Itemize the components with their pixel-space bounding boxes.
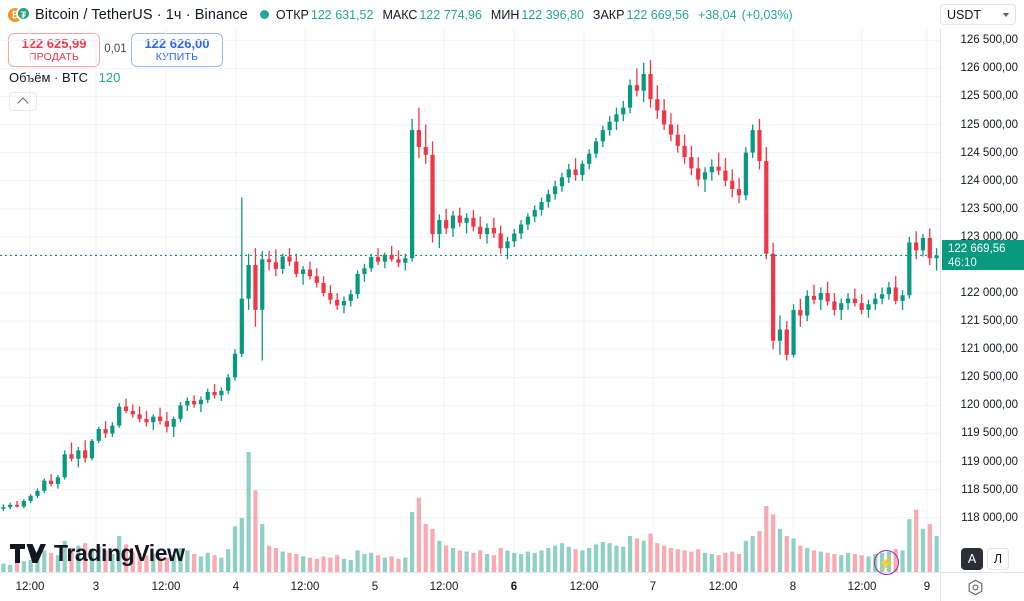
sell-button[interactable]: 122 625,99 ПРОДАТЬ xyxy=(8,33,100,67)
price-tick-label: 126 500,00 xyxy=(960,34,1018,47)
time-tick-label: 6 xyxy=(510,581,518,593)
sell-label: ПРОДАТЬ xyxy=(28,51,80,63)
price-tick-label: 120 000,00 xyxy=(960,399,1018,412)
price-axis[interactable]: 126 500,00 126 000,00 125 500,00 125 000,00… xyxy=(940,29,1024,572)
time-tick-label: 12:00 xyxy=(429,581,459,593)
time-axis[interactable]: 12:00 3 12:00 4 12:00 5 12:00 6 12:00 7 12:00 8 12:0… xyxy=(0,572,1024,601)
time-tick-label: 12:00 xyxy=(151,581,181,593)
tradingview-wordmark: TradingView xyxy=(54,540,185,566)
ohlc-low-value: 122 396,80 xyxy=(521,7,584,22)
tradingview-watermark: TradingView xyxy=(9,540,185,567)
ohlc-high-label: МАКС xyxy=(382,7,418,22)
log-scale-button[interactable]: Л xyxy=(987,548,1009,570)
price-tick-label: 126 000,00 xyxy=(960,62,1018,75)
lightning-bolt-icon[interactable]: ⚡ xyxy=(874,550,899,575)
symbol-pair-icon: ₿ ₮ xyxy=(8,5,31,24)
time-tick-label: 3 xyxy=(92,581,100,593)
current-price-value: 122 669,56 xyxy=(948,243,1006,256)
ohlc-close-label: ЗАКР xyxy=(592,7,625,22)
time-tick-label: 12:00 xyxy=(708,581,738,593)
price-tick-label: 120 500,00 xyxy=(960,371,1018,384)
quote-currency-select[interactable]: USDT xyxy=(940,4,1016,25)
time-tick-label: 7 xyxy=(649,581,657,593)
time-tick-label: 5 xyxy=(371,581,379,593)
price-tick-label: 121 500,00 xyxy=(960,315,1018,328)
price-tick-label: 125 000,00 xyxy=(960,118,1018,131)
quote-currency-label: USDT xyxy=(947,7,982,22)
auto-scale-button[interactable]: A xyxy=(961,548,983,570)
price-tick-label: 119 500,00 xyxy=(961,427,1018,440)
tradingview-logo-icon xyxy=(10,543,46,563)
chart-plot-area[interactable] xyxy=(0,29,940,572)
candlestick-svg xyxy=(0,29,940,572)
price-tick-label: 123 500,00 xyxy=(960,202,1018,215)
ohlc-open-value: 122 631,52 xyxy=(310,7,374,22)
time-tick-label: 4 xyxy=(232,581,240,593)
trade-panel: 122 625,99 ПРОДАТЬ 0,01 122 626,00 КУПИТ… xyxy=(8,33,223,67)
price-change: +38,04 xyxy=(698,7,737,22)
current-price-badge[interactable]: 122 669,56 46:10 xyxy=(942,240,1024,271)
chart-header: ₿ ₮ Bitcoin / TetherUS · 1ч · Binance ОТ… xyxy=(0,0,1024,29)
tether-icon: ₮ xyxy=(16,5,31,21)
time-tick-label: 8 xyxy=(789,581,797,593)
price-tick-label: 123 000,00 xyxy=(960,230,1018,243)
candle-countdown: 46:10 xyxy=(948,257,977,270)
time-tick-label: 12:00 xyxy=(847,581,877,593)
market-status-dot xyxy=(259,10,269,19)
price-tick-label: 118 000,00 xyxy=(961,511,1018,524)
time-tick-label: 12:00 xyxy=(569,581,599,593)
ohlc-open-label: ОТКР xyxy=(275,7,309,22)
price-tick-label: 124 000,00 xyxy=(960,174,1018,187)
crosshair-target-icon[interactable] xyxy=(967,579,984,596)
volume-indicator-value: 120 xyxy=(98,70,121,85)
ohlc-low-label: МИН xyxy=(490,7,520,22)
time-tick-label: 12:00 xyxy=(15,581,45,593)
price-tick-label: 118 500,00 xyxy=(961,483,1018,496)
price-tick-label: 125 500,00 xyxy=(960,90,1018,103)
price-tick-label: 121 000,00 xyxy=(960,343,1018,356)
price-tick-label: 122 000,00 xyxy=(960,287,1018,300)
volume-indicator-name: Объём · BTC xyxy=(9,70,88,85)
ohlc-close-value: 122 669,56 xyxy=(626,7,689,22)
ohlc-high-value: 122 774,96 xyxy=(419,7,482,22)
time-tick-label: 12:00 xyxy=(290,581,320,593)
time-tick-label: 9 xyxy=(923,581,931,593)
price-change-percent: (+0,03%) xyxy=(741,7,793,22)
ohlc-legend: ОТКР 122 631,52 МАКС 122 774,96 МИН 122 … xyxy=(276,8,798,22)
volume-indicator-legend[interactable]: Объём · BTC 120 xyxy=(9,70,120,85)
chart-mode-buttons: A Л xyxy=(961,548,1009,570)
spread-value: 0,01 xyxy=(104,43,127,55)
price-tick-label: 119 000,00 xyxy=(961,455,1018,468)
symbol-title[interactable]: Bitcoin / TetherUS · 1ч · Binance xyxy=(35,6,248,23)
chevron-down-icon xyxy=(1003,12,1009,17)
price-tick-label: 124 500,00 xyxy=(960,146,1018,159)
axis-divider xyxy=(940,573,941,601)
